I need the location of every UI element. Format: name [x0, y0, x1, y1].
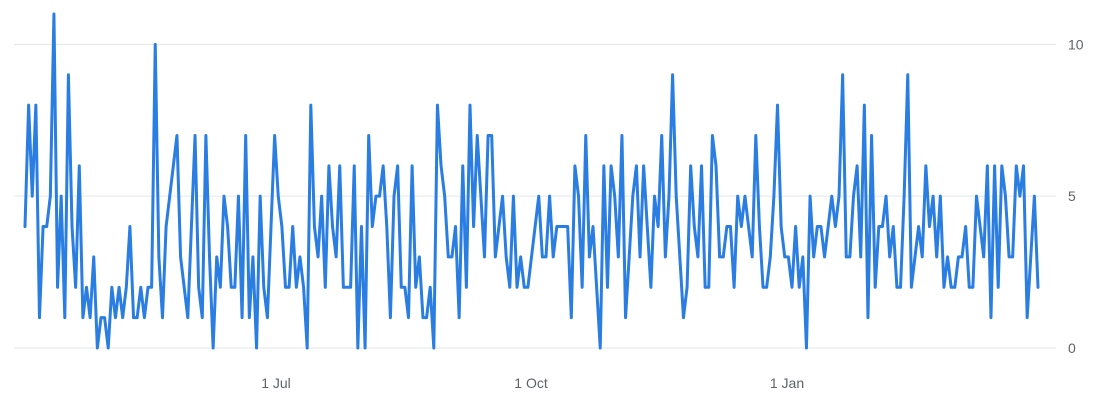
x-tick-label-jul: 1 Jul: [261, 375, 291, 391]
series-layer: [23, 12, 1040, 350]
x-tick-label-oct: 1 Oct: [514, 375, 548, 391]
gridlines: [14, 43, 1056, 349]
y-tick-label-10: 10: [1068, 36, 1084, 52]
x-tick-label-jan: 1 Jan: [770, 375, 804, 391]
y-tick-label-0: 0: [1068, 340, 1076, 356]
series-line-0: [23, 12, 1040, 350]
x-axis-tick-labels: 1 Jul 1 Oct 1 Jan: [261, 375, 804, 391]
y-axis-tick-labels: 0 5 10: [1068, 36, 1084, 356]
y-tick-label-5: 5: [1068, 188, 1076, 204]
